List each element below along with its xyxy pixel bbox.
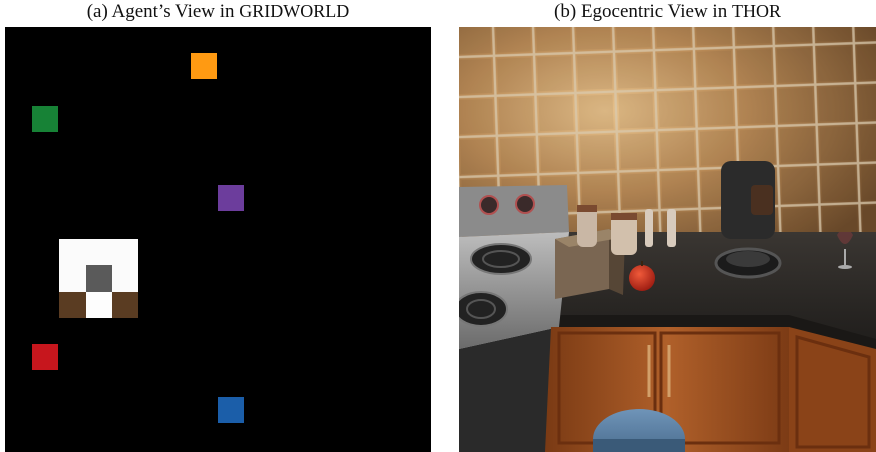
wine-glass [837, 232, 853, 269]
caption-thor: (b) Egocentric View in THOR [459, 0, 876, 22]
agent [59, 239, 138, 318]
thor-view [459, 27, 876, 452]
caption-gridworld-prefix: (a) Agent’s View in [86, 1, 240, 22]
apple [629, 261, 655, 291]
agent-right-base [112, 292, 138, 318]
caption-thor-prefix: (b) Egocentric View in [554, 1, 732, 22]
stove [459, 185, 569, 452]
wall-tiles [459, 27, 876, 267]
agent-left-base [59, 292, 86, 318]
green-object [32, 106, 58, 132]
caption-gridworld: (a) Agent’s View in GRIDWORLD [5, 0, 431, 22]
salt-shakers [577, 205, 676, 255]
stool [593, 409, 685, 452]
orange-object [191, 53, 217, 79]
gridworld-view [5, 27, 431, 452]
red-object [32, 344, 58, 370]
countertop [554, 232, 876, 352]
coffee-machine [714, 161, 782, 279]
caption-thor-env: THOR [731, 1, 781, 21]
caption-gridworld-env: GRIDWORLD [239, 1, 350, 21]
blue-object [218, 397, 244, 423]
agent-head [86, 265, 112, 292]
purple-object [218, 185, 244, 211]
agent-foot [86, 292, 112, 318]
kitchen-scene [459, 27, 876, 452]
